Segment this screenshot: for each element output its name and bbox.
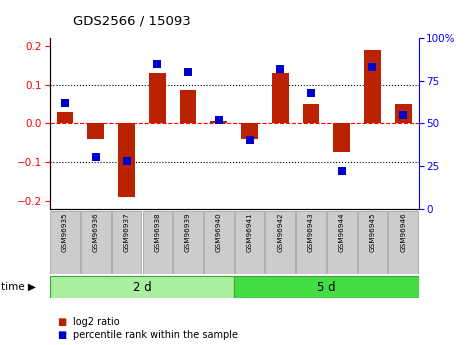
FancyBboxPatch shape	[327, 211, 357, 274]
FancyBboxPatch shape	[296, 211, 326, 274]
Bar	[241, 123, 258, 139]
Text: GSM96936: GSM96936	[93, 213, 99, 252]
Point	[92, 155, 99, 160]
FancyBboxPatch shape	[112, 211, 141, 274]
Text: GDS2566 / 15093: GDS2566 / 15093	[73, 14, 191, 28]
FancyBboxPatch shape	[204, 211, 234, 274]
Bar	[210, 121, 227, 123]
Text: GSM96938: GSM96938	[154, 213, 160, 252]
Point	[399, 112, 407, 118]
Bar	[395, 104, 412, 123]
Bar	[303, 104, 319, 123]
Text: GSM96939: GSM96939	[185, 213, 191, 252]
Text: ■: ■	[57, 317, 66, 326]
Text: GSM96941: GSM96941	[246, 213, 253, 252]
FancyBboxPatch shape	[234, 276, 419, 298]
Point	[123, 158, 131, 164]
FancyBboxPatch shape	[235, 211, 264, 274]
FancyBboxPatch shape	[265, 211, 295, 274]
FancyBboxPatch shape	[388, 211, 418, 274]
FancyBboxPatch shape	[50, 276, 234, 298]
Bar	[57, 112, 73, 123]
Text: GSM96942: GSM96942	[277, 213, 283, 252]
Text: 2 d: 2 d	[132, 281, 151, 294]
Point	[338, 168, 345, 174]
Text: percentile rank within the sample: percentile rank within the sample	[73, 330, 238, 339]
Text: GSM96935: GSM96935	[62, 213, 68, 252]
Bar	[180, 90, 196, 123]
Point	[215, 117, 223, 123]
Point	[61, 100, 69, 106]
Text: GSM96943: GSM96943	[308, 213, 314, 252]
Bar	[364, 50, 381, 123]
Text: GSM96944: GSM96944	[339, 213, 345, 252]
FancyBboxPatch shape	[50, 211, 80, 274]
Text: GSM96946: GSM96946	[400, 213, 406, 252]
FancyBboxPatch shape	[81, 211, 111, 274]
FancyBboxPatch shape	[173, 211, 203, 274]
Bar	[149, 73, 166, 123]
Text: log2 ratio: log2 ratio	[73, 317, 120, 326]
Point	[369, 64, 377, 70]
Point	[307, 90, 315, 95]
FancyBboxPatch shape	[358, 211, 387, 274]
Text: GSM96937: GSM96937	[123, 213, 130, 252]
Text: time ▶: time ▶	[1, 282, 36, 292]
Text: GSM96940: GSM96940	[216, 213, 222, 252]
Bar	[118, 123, 135, 197]
FancyBboxPatch shape	[142, 211, 172, 274]
Point	[184, 69, 192, 75]
Point	[276, 66, 284, 71]
Text: GSM96945: GSM96945	[369, 213, 376, 252]
Bar	[88, 123, 104, 139]
Point	[246, 138, 254, 143]
Text: 5 d: 5 d	[317, 281, 336, 294]
Bar	[333, 123, 350, 152]
Text: ■: ■	[57, 330, 66, 339]
Bar	[272, 73, 289, 123]
Point	[153, 61, 161, 66]
